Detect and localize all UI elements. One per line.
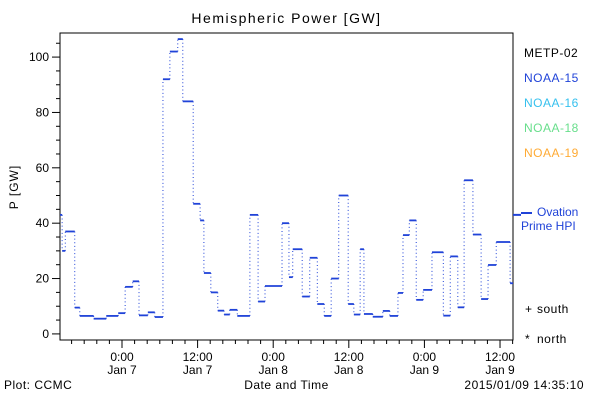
ovation-label-line1: Ovation	[537, 205, 579, 219]
north-label: north	[537, 332, 567, 346]
svg-text:40: 40	[36, 216, 50, 230]
legend-item-noaa16: NOAA-16	[524, 96, 579, 110]
ovation-label-line2: Prime HPI	[521, 219, 576, 233]
legend-marker-north: * north	[525, 332, 567, 346]
plus-marker-icon: +	[525, 302, 533, 316]
svg-text:60: 60	[36, 161, 50, 175]
svg-text:12:00: 12:00	[183, 350, 213, 364]
y-axis-title: P [GW]	[7, 164, 21, 210]
svg-text:20: 20	[36, 272, 50, 286]
svg-text:Jan 7: Jan 7	[183, 363, 213, 377]
svg-text:100: 100	[29, 50, 49, 64]
legend-marker-south: + south	[525, 302, 569, 316]
svg-text:0:00: 0:00	[413, 350, 437, 364]
svg-text:80: 80	[36, 105, 50, 119]
svg-text:Jan 9: Jan 9	[410, 363, 440, 377]
legend-ovation-prime-hpi: Ovation Prime HPI	[521, 205, 578, 233]
power-step-line	[60, 38, 513, 320]
svg-text:Jan 8: Jan 8	[259, 363, 289, 377]
plot-timestamp: 2015/01/09 14:35:10	[464, 378, 584, 392]
svg-text:0:00: 0:00	[262, 350, 286, 364]
ovation-line-sample-icon	[521, 211, 532, 214]
plot-frame	[59, 32, 514, 341]
legend-item-metp02: METP-02	[524, 46, 579, 60]
asterisk-marker-icon: *	[525, 332, 531, 346]
svg-text:Jan 7: Jan 7	[107, 363, 137, 377]
x-axis-title: Date and Time	[244, 378, 329, 392]
svg-text:12:00: 12:00	[485, 350, 515, 364]
chart-title: Hemispheric Power [GW]	[191, 10, 382, 26]
legend-item-noaa18: NOAA-18	[524, 121, 579, 135]
svg-text:Jan 9: Jan 9	[485, 363, 515, 377]
svg-text:0: 0	[42, 327, 49, 341]
svg-text:0:00: 0:00	[110, 350, 134, 364]
legend-item-noaa15: NOAA-15	[524, 71, 579, 85]
svg-text:12:00: 12:00	[334, 350, 364, 364]
south-label: south	[537, 302, 569, 316]
legend-item-noaa19: NOAA-19	[524, 146, 579, 160]
svg-text:Jan 8: Jan 8	[334, 363, 364, 377]
plot-source-label: Plot: CCMC	[4, 378, 73, 392]
